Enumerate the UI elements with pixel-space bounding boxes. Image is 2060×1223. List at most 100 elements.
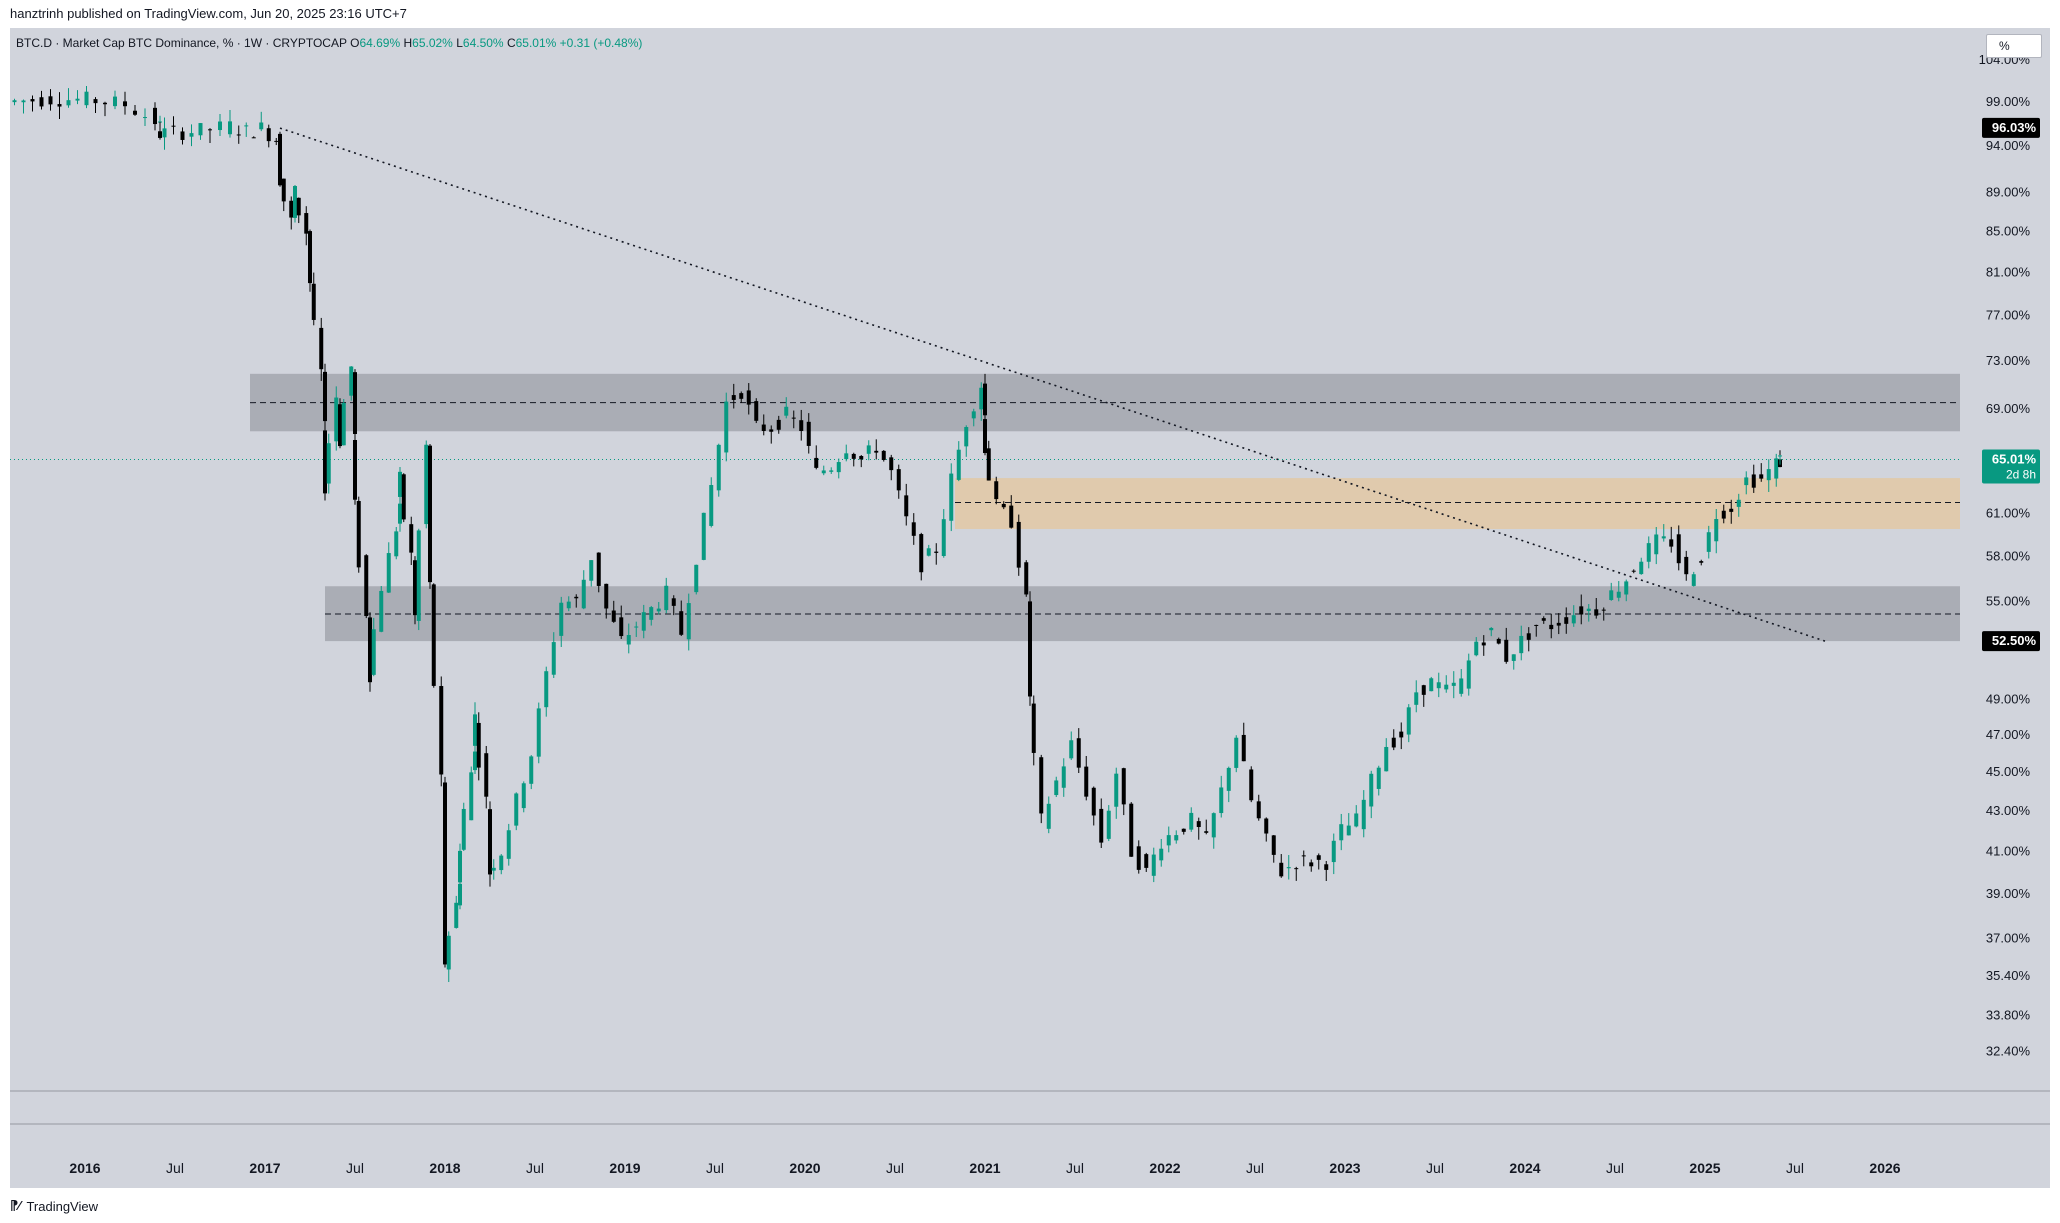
legend-low-label: L bbox=[456, 36, 463, 50]
candle-body bbox=[293, 186, 297, 215]
candle-body bbox=[1444, 684, 1449, 690]
candle-body bbox=[1459, 678, 1464, 694]
candle-body bbox=[1279, 862, 1284, 877]
candle-body bbox=[379, 590, 384, 632]
tradingview-logo-icon: ⁋⁄ bbox=[10, 1198, 21, 1213]
candle-body bbox=[1594, 609, 1599, 616]
candle-body bbox=[21, 100, 26, 103]
candle-body bbox=[458, 850, 462, 883]
price-label-box bbox=[1982, 117, 2040, 138]
candle-body bbox=[1676, 534, 1681, 564]
candle-body bbox=[1129, 803, 1134, 857]
candle-body bbox=[281, 178, 286, 202]
percent-scale-button[interactable]: % bbox=[1986, 34, 2042, 58]
candle-body bbox=[746, 390, 751, 405]
candle-body bbox=[1466, 660, 1471, 689]
candle-body bbox=[1721, 510, 1726, 519]
candle-body bbox=[521, 783, 526, 809]
candle-body bbox=[66, 100, 71, 106]
candle-body bbox=[1264, 818, 1269, 834]
candle-body bbox=[956, 449, 961, 480]
legend-high-label: H bbox=[403, 36, 413, 50]
candle-body bbox=[57, 104, 62, 107]
x-tick-label: Jul bbox=[1786, 1160, 1804, 1176]
candle-body bbox=[1294, 868, 1299, 870]
candle-body bbox=[814, 457, 819, 468]
candle-body bbox=[1136, 846, 1141, 870]
candle-body bbox=[1684, 556, 1689, 575]
candle-body bbox=[889, 457, 894, 471]
candle-body bbox=[1121, 768, 1126, 805]
candle-body bbox=[398, 471, 402, 497]
candle-body bbox=[1309, 862, 1314, 867]
x-tick-label: 2021 bbox=[969, 1160, 1000, 1176]
price-label-text: 65.01% bbox=[1992, 451, 2037, 466]
chart-frame[interactable]: 104.00% 99.00% 94.00% 89.00% 85.00% 81.00% 77.… bbox=[10, 28, 2050, 1188]
candle-body bbox=[1556, 622, 1561, 626]
candle-body bbox=[446, 935, 451, 970]
candle-body bbox=[949, 473, 954, 521]
chart-canvas[interactable]: 104.00%99.00%94.00%89.00%85.00%81.00%77.… bbox=[10, 28, 2050, 1188]
candle-body bbox=[349, 366, 354, 396]
candle-body bbox=[398, 503, 402, 524]
candle-body bbox=[371, 629, 376, 675]
candle-body bbox=[296, 197, 301, 216]
y-tick-label: 81.00% bbox=[1986, 265, 2031, 280]
brand[interactable]: ⁋⁄ TradingView bbox=[10, 1198, 98, 1214]
y-tick-label: 45.00% bbox=[1986, 764, 2031, 779]
candle-body bbox=[364, 555, 369, 616]
candle-body bbox=[473, 751, 477, 771]
y-tick-label: 61.00% bbox=[1986, 506, 2031, 521]
candle-body bbox=[994, 481, 999, 500]
y-tick-label: 43.00% bbox=[1986, 803, 2031, 818]
candle-body bbox=[911, 522, 916, 536]
candle-body bbox=[506, 830, 511, 859]
candle-body bbox=[619, 617, 624, 637]
candle-body bbox=[394, 531, 399, 557]
candle-body bbox=[1609, 590, 1614, 600]
candle-body bbox=[84, 91, 89, 106]
legend-high-value: 65.02% bbox=[412, 36, 453, 50]
candle-body bbox=[48, 96, 53, 105]
candle-body bbox=[162, 128, 167, 138]
candle-body bbox=[1414, 692, 1419, 705]
y-tick-label: 55.00% bbox=[1986, 594, 2031, 609]
candle-body bbox=[1714, 518, 1719, 542]
candle-body bbox=[881, 450, 886, 460]
candle-body bbox=[1211, 813, 1216, 838]
candle-body bbox=[1076, 738, 1081, 768]
candle-body bbox=[1046, 803, 1051, 829]
candle-body bbox=[334, 397, 339, 442]
candle-body bbox=[353, 440, 357, 500]
candle-body bbox=[1564, 617, 1569, 624]
candle-body bbox=[686, 603, 691, 640]
candle-body bbox=[198, 123, 203, 136]
candle-body bbox=[581, 579, 586, 609]
candle-body bbox=[1451, 682, 1456, 686]
candle-body bbox=[1324, 864, 1329, 870]
candle-body bbox=[649, 607, 654, 620]
candle-body bbox=[776, 419, 781, 430]
candle-body bbox=[1436, 682, 1441, 689]
y-tick-label: 89.00% bbox=[1986, 184, 2031, 199]
candle-body bbox=[1028, 601, 1032, 653]
y-tick-label: 33.80% bbox=[1986, 1007, 2031, 1022]
price-label-text: 96.03% bbox=[1992, 120, 2037, 135]
candle-body bbox=[158, 131, 162, 138]
candle-body bbox=[1189, 812, 1194, 830]
candle-body bbox=[626, 635, 631, 645]
candle-body bbox=[716, 444, 721, 491]
candle-body bbox=[859, 456, 864, 460]
candle-body bbox=[934, 551, 939, 553]
price-label-box bbox=[1982, 631, 2040, 652]
y-tick-label: 73.00% bbox=[1986, 353, 2031, 368]
y-tick-label: 77.00% bbox=[1986, 308, 2031, 323]
candle-body bbox=[368, 617, 372, 650]
candle-body bbox=[1601, 609, 1606, 611]
candle-body bbox=[1226, 767, 1231, 791]
candle-body bbox=[458, 883, 462, 906]
candle-body bbox=[1511, 654, 1516, 661]
candle-body bbox=[1489, 627, 1494, 631]
candle-body bbox=[1474, 641, 1479, 656]
candle-body bbox=[514, 793, 519, 826]
